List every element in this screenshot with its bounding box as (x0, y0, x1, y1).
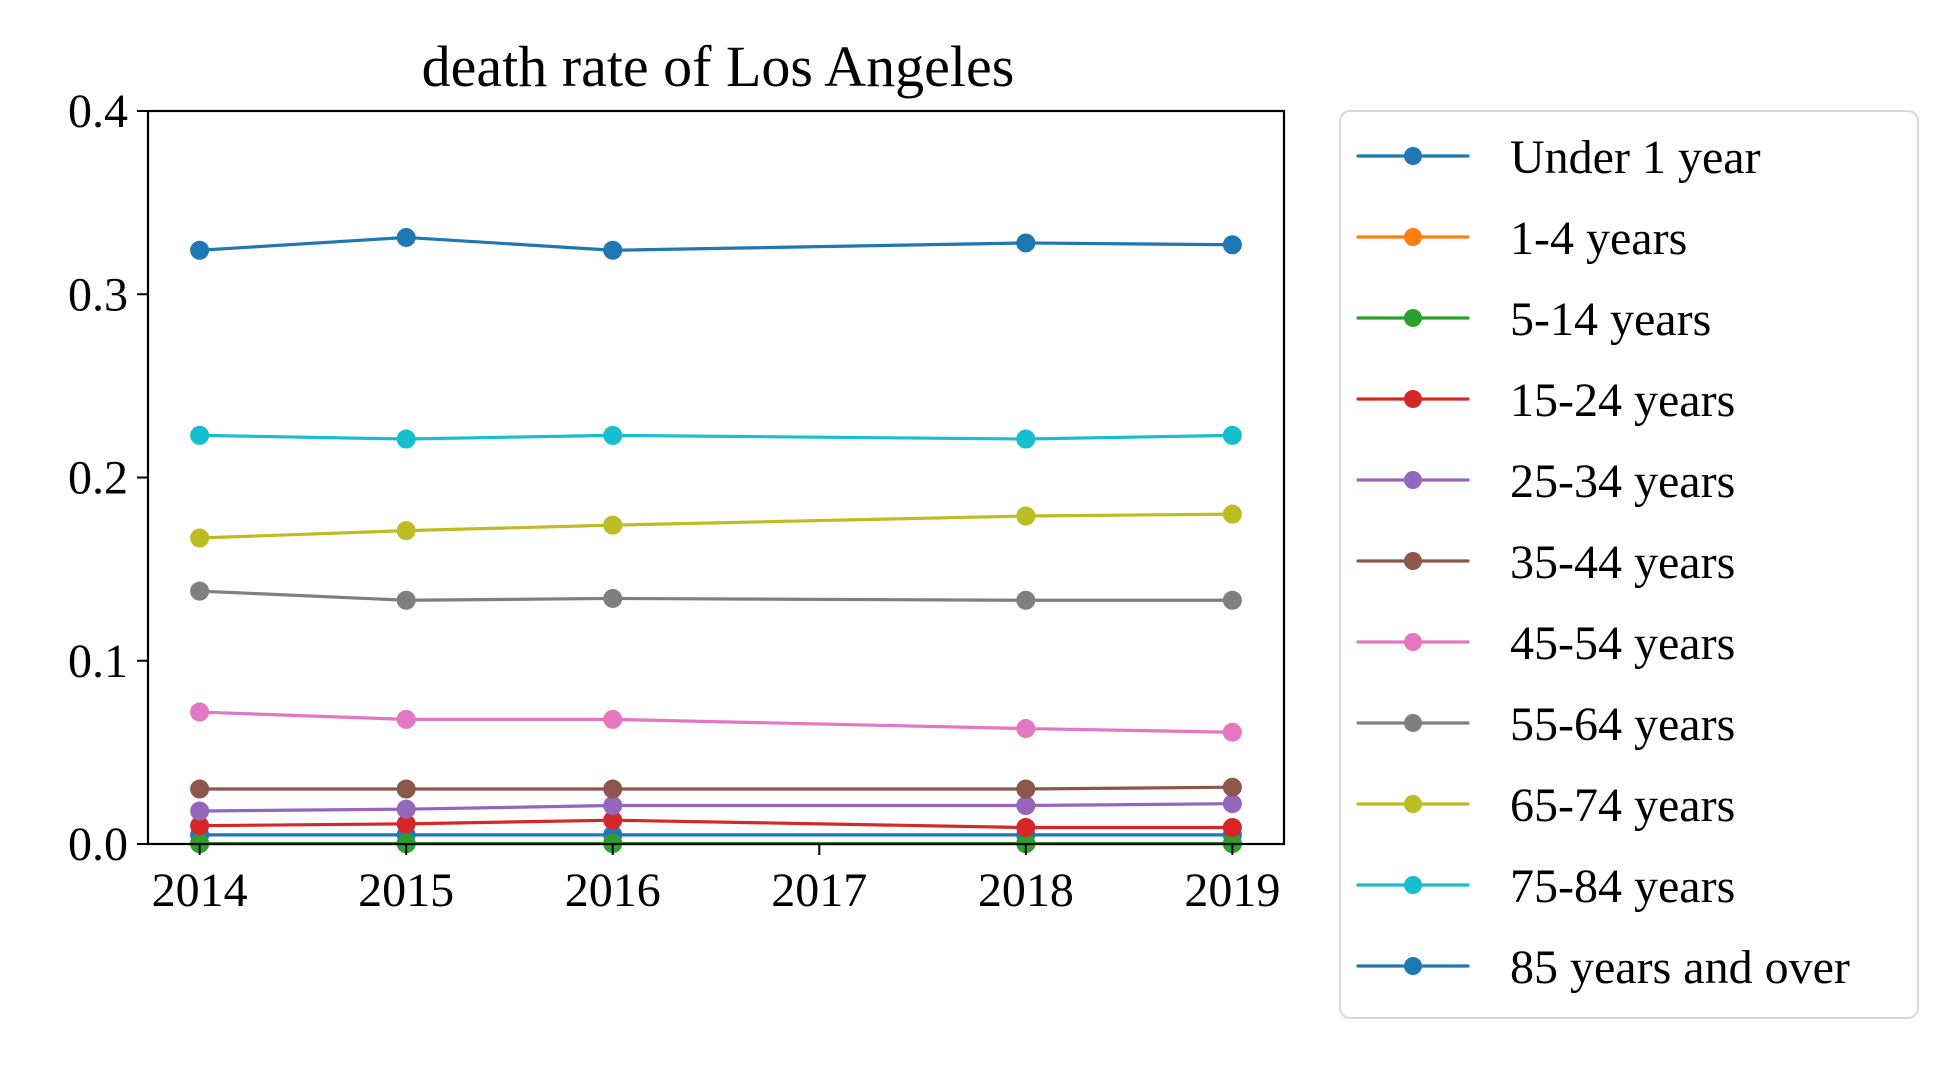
data-point-4-3 (1016, 796, 1036, 816)
legend-marker-4 (1404, 471, 1422, 489)
data-point-8-4 (1222, 504, 1242, 524)
legend-label-7: 55-64 years (1510, 698, 1735, 751)
series-line-10 (198, 235, 1234, 252)
legend-marker-5 (1404, 552, 1422, 570)
plot-frame (146, 109, 1286, 846)
data-point-9-1 (396, 429, 416, 449)
chart-title: death rate of Los Angeles (422, 34, 1015, 99)
series-line-3 (198, 818, 1234, 830)
legend-marker-3 (1404, 390, 1422, 408)
data-point-9-4 (1222, 425, 1242, 445)
legend-marker-0 (1404, 147, 1422, 165)
legend-label-2: 5-14 years (1510, 293, 1711, 346)
y-tick-label-0: 0.0 (68, 818, 128, 871)
legend-label-0: Under 1 year (1510, 131, 1761, 184)
data-point-5-0 (190, 779, 210, 799)
data-point-6-3 (1016, 719, 1036, 739)
legend-label-1: 1-4 years (1510, 212, 1687, 265)
legend: Under 1 year 1-4 years 5-14 years 15-24 yea… (1339, 110, 1919, 1019)
x-tick-label-3: 2017 (771, 864, 867, 917)
data-point-10-0 (190, 240, 210, 260)
data-point-5-3 (1016, 779, 1036, 799)
data-point-8-1 (396, 521, 416, 541)
data-point-3-3 (1016, 818, 1036, 838)
legend-marker-10 (1404, 957, 1422, 975)
legend-label-3: 15-24 years (1510, 374, 1735, 427)
data-point-5-1 (396, 779, 416, 799)
data-point-8-0 (190, 528, 210, 548)
data-point-9-0 (190, 425, 210, 445)
legend-marker-7 (1404, 714, 1422, 732)
data-point-10-4 (1222, 235, 1242, 255)
series-line-5 (198, 785, 1234, 791)
plot-area (190, 227, 1242, 854)
legend-label-10: 85 years and over (1510, 941, 1850, 994)
data-point-9-3 (1016, 429, 1036, 449)
legend-marker-1 (1404, 228, 1422, 246)
data-point-6-0 (190, 702, 210, 722)
legend-label-4: 25-34 years (1510, 455, 1735, 508)
legend-label-5: 35-44 years (1510, 536, 1735, 589)
legend-label-6: 45-54 years (1510, 617, 1735, 670)
series-line-4 (198, 802, 1234, 813)
legend-box (1339, 110, 1919, 1019)
x-tick-label-0: 2014 (152, 864, 248, 917)
data-point-9-2 (603, 425, 623, 445)
legend-marker-2 (1404, 309, 1422, 327)
y-tick-label-3: 0.3 (68, 268, 128, 321)
y-tick-label-2: 0.2 (68, 452, 128, 505)
data-point-4-1 (396, 799, 416, 819)
data-point-10-3 (1016, 233, 1036, 253)
data-point-10-1 (396, 227, 416, 247)
data-point-6-1 (396, 709, 416, 729)
series-line-9 (198, 433, 1234, 441)
data-point-7-2 (603, 588, 623, 608)
data-point-5-4 (1222, 777, 1242, 797)
series-line-7 (198, 589, 1234, 602)
data-point-8-2 (603, 515, 623, 535)
data-point-6-4 (1222, 722, 1242, 742)
data-point-10-2 (603, 240, 623, 260)
y-tick-label-1: 0.1 (68, 635, 128, 688)
data-point-8-3 (1016, 506, 1036, 526)
x-tick-label-5: 2019 (1184, 864, 1280, 917)
legend-label-9: 75-84 years (1510, 860, 1735, 913)
data-point-4-0 (190, 801, 210, 821)
legend-marker-8 (1404, 795, 1422, 813)
legend-label-8: 65-74 years (1510, 779, 1735, 832)
x-tick-label-1: 2015 (358, 864, 454, 917)
data-point-3-4 (1222, 818, 1242, 838)
data-point-5-2 (603, 779, 623, 799)
x-tick-label-4: 2018 (978, 864, 1074, 917)
data-point-6-2 (603, 709, 623, 729)
series-line-6 (198, 710, 1234, 734)
legend-marker-6 (1404, 633, 1422, 651)
axes: 2014 2015 2016 2017 2018 2019 0.0 0.1 0.2 0.3 0.4 (68, 85, 1286, 917)
data-point-7-1 (396, 590, 416, 610)
data-point-4-2 (603, 796, 623, 816)
data-point-7-3 (1016, 590, 1036, 610)
data-point-7-4 (1222, 590, 1242, 610)
data-point-7-0 (190, 581, 210, 601)
x-tick-label-2: 2016 (565, 864, 661, 917)
data-point-4-4 (1222, 794, 1242, 814)
y-tick-label-4: 0.4 (68, 85, 128, 138)
series-line-8 (198, 512, 1234, 540)
legend-marker-9 (1404, 876, 1422, 894)
